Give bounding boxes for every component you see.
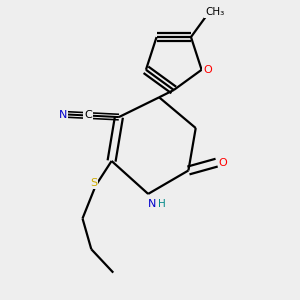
Text: O: O — [203, 65, 212, 75]
Text: N: N — [59, 110, 68, 119]
Text: S: S — [90, 178, 97, 188]
Text: O: O — [219, 158, 228, 168]
Text: CH₃: CH₃ — [205, 8, 224, 17]
Text: H: H — [158, 199, 166, 209]
Text: N: N — [148, 199, 157, 209]
Text: C: C — [84, 110, 92, 120]
